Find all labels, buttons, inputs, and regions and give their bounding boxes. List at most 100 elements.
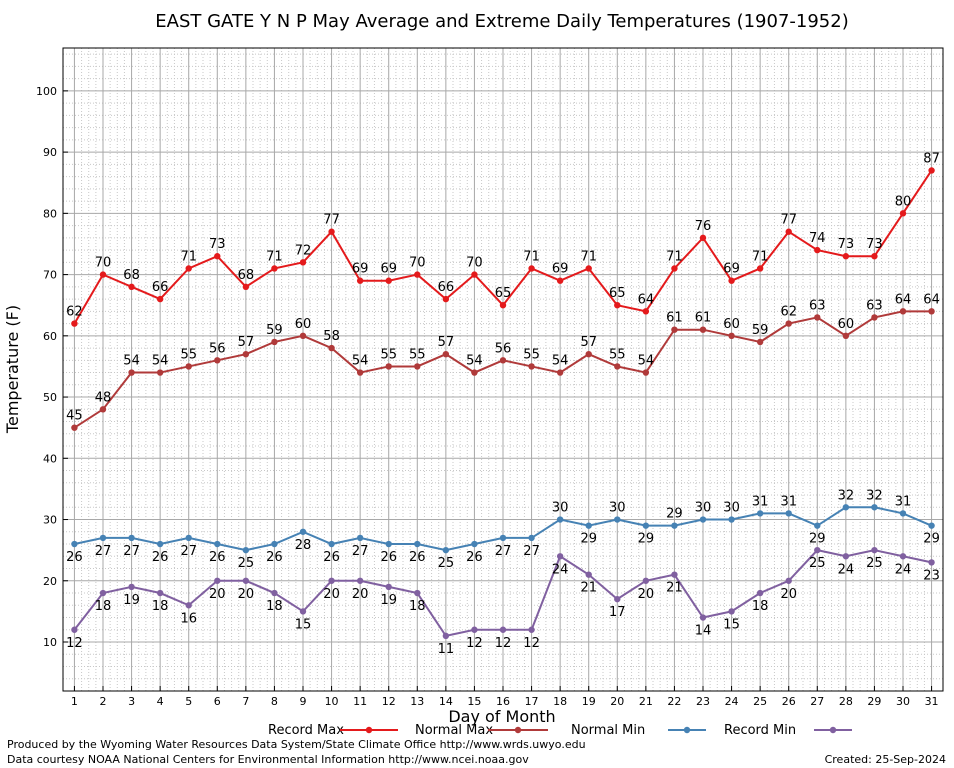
data-label: 30 xyxy=(723,501,740,516)
data-label: 26 xyxy=(466,550,483,565)
data-label: 20 xyxy=(238,587,255,602)
y-tick-label: 40 xyxy=(43,452,57,465)
data-label: 23 xyxy=(923,568,940,583)
data-point xyxy=(71,424,78,431)
x-tick-label: 19 xyxy=(582,695,596,708)
data-point xyxy=(328,577,335,584)
legend-label: Record Min xyxy=(724,723,796,738)
data-point xyxy=(71,626,78,633)
y-tick-label: 50 xyxy=(43,391,57,404)
data-label: 29 xyxy=(666,507,683,522)
x-tick-label: 28 xyxy=(839,695,853,708)
x-tick-label: 31 xyxy=(925,695,939,708)
data-label: 58 xyxy=(323,329,340,344)
data-point xyxy=(728,516,735,523)
data-point xyxy=(328,540,335,548)
data-point xyxy=(385,583,392,591)
y-tick-label: 60 xyxy=(43,330,57,343)
data-label: 26 xyxy=(209,550,226,565)
data-label: 65 xyxy=(495,286,512,301)
data-point xyxy=(299,259,307,266)
data-point xyxy=(842,504,850,511)
data-point xyxy=(499,302,507,309)
x-tick-label: 8 xyxy=(271,695,278,708)
data-label: 66 xyxy=(438,280,455,295)
legend-item: Normal Max xyxy=(415,723,548,738)
data-point xyxy=(214,357,221,364)
x-tick-label: 16 xyxy=(496,695,510,708)
data-point xyxy=(585,265,592,272)
legend-label: Record Max xyxy=(268,723,344,738)
data-point xyxy=(356,577,364,584)
data-label: 71 xyxy=(580,249,597,264)
series-record-min: 12 18 19 18 16 20 20 18 15 20 20 19 18 11 12 12 12 24 21 17… xyxy=(66,546,940,657)
created-date: Created: 25-Sep-2024 xyxy=(824,753,946,766)
x-tick-label: 2 xyxy=(100,695,107,708)
data-label: 16 xyxy=(180,611,197,626)
data-point xyxy=(728,332,735,340)
data-label: 45 xyxy=(66,409,83,424)
data-point xyxy=(499,626,507,633)
x-tick-label: 10 xyxy=(325,695,339,708)
data-point xyxy=(214,253,221,260)
data-label: 54 xyxy=(352,354,369,369)
data-label: 25 xyxy=(438,556,455,571)
data-label: 27 xyxy=(123,544,140,559)
data-label: 32 xyxy=(866,488,883,503)
data-point xyxy=(499,534,507,542)
data-point xyxy=(585,350,592,358)
data-point xyxy=(785,320,792,327)
data-point xyxy=(299,332,307,340)
credit-line-1: Produced by the Wyoming Water Resources … xyxy=(7,738,586,751)
data-point xyxy=(785,577,792,584)
data-point xyxy=(671,522,678,529)
data-label: 29 xyxy=(923,532,940,547)
data-label: 31 xyxy=(752,494,769,509)
x-axis-label: Day of Month xyxy=(448,707,555,726)
data-label: 54 xyxy=(123,354,140,369)
data-label: 20 xyxy=(780,587,797,602)
legend-marker xyxy=(365,726,373,734)
data-point xyxy=(214,540,221,548)
data-point xyxy=(728,608,735,615)
data-point xyxy=(271,265,278,272)
data-label: 20 xyxy=(638,587,655,602)
data-point xyxy=(156,369,164,376)
data-point xyxy=(842,253,850,260)
legend: Record Max Normal Max Normal Min Record Min xyxy=(268,723,852,738)
data-point xyxy=(756,510,764,517)
data-label: 77 xyxy=(323,213,340,228)
data-point xyxy=(899,510,907,517)
data-point xyxy=(185,363,192,370)
data-point xyxy=(671,571,678,578)
x-tick-label: 6 xyxy=(214,695,221,708)
data-label: 69 xyxy=(552,262,569,277)
data-label: 31 xyxy=(895,494,912,509)
data-label: 19 xyxy=(380,593,397,608)
x-tick-label: 13 xyxy=(410,695,424,708)
data-point xyxy=(128,534,135,542)
series-record-max: 62 70 68 66 71 73 68 71 72 77 69 69 70 66 70 65 71 69 71 65… xyxy=(66,151,940,327)
data-point xyxy=(156,589,164,597)
data-point xyxy=(99,406,107,413)
y-tick-label: 70 xyxy=(43,269,57,282)
data-label: 54 xyxy=(466,354,483,369)
data-point xyxy=(671,265,678,272)
data-point xyxy=(99,589,107,597)
data-label: 25 xyxy=(809,556,826,571)
data-point xyxy=(642,369,650,376)
data-point xyxy=(842,553,850,560)
data-point xyxy=(756,589,764,597)
data-label: 24 xyxy=(895,562,912,577)
data-label: 57 xyxy=(238,335,255,350)
data-label: 54 xyxy=(638,354,655,369)
data-point xyxy=(242,577,250,584)
data-point xyxy=(414,271,421,278)
data-point xyxy=(442,295,450,303)
data-label: 30 xyxy=(695,501,712,516)
x-tick-label: 29 xyxy=(867,695,881,708)
data-point xyxy=(442,350,450,358)
data-label: 73 xyxy=(866,237,883,252)
data-label: 73 xyxy=(209,237,226,252)
data-point xyxy=(699,326,707,333)
